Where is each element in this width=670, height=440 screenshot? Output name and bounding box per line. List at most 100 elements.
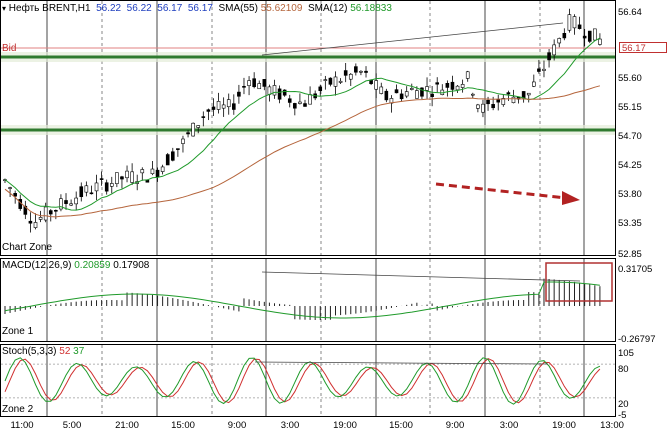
ohlc-open: 56.22 [96, 3, 122, 14]
stoch-tick: 20 [618, 399, 629, 410]
candle-body [211, 106, 216, 110]
candle-body [318, 86, 323, 92]
arrow-shaft [435, 182, 567, 200]
price-tick: 53.80 [618, 189, 642, 200]
candle-body [181, 138, 185, 144]
stoch-tick: 80 [618, 364, 629, 375]
candle-body [64, 200, 68, 204]
stoch-header: Stoch(5,3,3) 52 37 [2, 346, 84, 357]
candle-body [293, 103, 297, 109]
candle-body [115, 172, 119, 184]
candle-body [155, 169, 160, 178]
candle-body [598, 38, 602, 45]
candle-body [69, 203, 73, 206]
main-panel-frame [0, 0, 616, 256]
time-tick: 9:00 [445, 420, 465, 431]
candle-body [33, 222, 38, 228]
candle-body [226, 99, 231, 108]
candle-body [450, 81, 455, 90]
candle-body [501, 98, 506, 105]
candle-body [84, 185, 89, 193]
candle-body [43, 206, 48, 221]
candle-body [374, 80, 378, 90]
symbol-name: Нефть BRENT,H1 [8, 3, 91, 14]
candle-body [282, 89, 287, 96]
candle-body [54, 209, 58, 212]
candle-body [287, 98, 292, 103]
dropdown-icon[interactable]: ▾ [2, 4, 7, 13]
candle-body [567, 14, 572, 31]
candle-body [364, 70, 368, 73]
candle-body [384, 90, 389, 101]
price-tick: 55.15 [618, 102, 642, 113]
candle-body [354, 66, 358, 73]
time-tick: 3:00 [499, 420, 519, 431]
stoch-tick: 105 [618, 348, 634, 359]
candle-body [506, 92, 511, 95]
candle-body [572, 16, 577, 29]
candle-body [109, 183, 114, 187]
stoch-k-value: 52 [59, 346, 71, 357]
candle-body [409, 88, 414, 90]
candle-body [557, 38, 562, 44]
candle-body [79, 186, 84, 198]
time-tick: 19:00 [333, 420, 357, 431]
candle-body [303, 103, 307, 107]
candle-body [298, 101, 302, 104]
candle-body [486, 99, 490, 105]
candle-body [89, 192, 94, 195]
time-tick: 3:00 [280, 420, 300, 431]
candle-body [323, 79, 328, 81]
candle-body [28, 220, 33, 224]
candle-body [359, 70, 363, 73]
candle-body [277, 88, 282, 100]
candle-body [38, 217, 43, 220]
candle-body [552, 44, 556, 56]
candle-body [170, 151, 175, 161]
chart-zone-label: Chart Zone [2, 242, 53, 253]
macd-panel-frame [0, 258, 616, 342]
macd-signal-value: 0.17908 [113, 260, 150, 271]
stoch-panel-frame [0, 344, 616, 417]
time-tick: 15:00 [171, 420, 195, 431]
price-tick: 54.25 [618, 160, 642, 171]
candle-body [460, 84, 465, 88]
time-tick: 19:00 [552, 420, 576, 431]
candle-body [267, 86, 272, 95]
candle-body [186, 132, 190, 135]
trendline-macd [261, 271, 581, 282]
time-tick: 9:00 [227, 420, 247, 431]
candle-body [496, 98, 501, 103]
stoch-title: Stoch(5,3,3) [2, 346, 57, 357]
candle-body [435, 82, 440, 85]
stoch-d-line [4, 358, 601, 404]
macd-tick: -0.26797 [618, 334, 656, 345]
candle-body [237, 91, 241, 97]
candle-body [455, 85, 460, 91]
ohlc-high: 56.22 [126, 3, 152, 14]
candle-body [74, 197, 78, 205]
trendline-price [261, 22, 564, 56]
stoch-d-value: 37 [73, 346, 85, 357]
price-tick: 53.35 [618, 218, 642, 229]
candle-body [465, 71, 470, 79]
candle-body [379, 86, 384, 94]
candle-body [348, 73, 353, 80]
time-tick: 21:00 [115, 420, 139, 431]
candle-body [521, 91, 526, 99]
candle-body [176, 148, 180, 150]
time-tick: 15:00 [389, 420, 413, 431]
candle-body [526, 92, 531, 96]
candle-body [247, 80, 251, 86]
candle-body [216, 101, 221, 110]
candle-body [394, 89, 399, 94]
sma12-value: 56.18833 [350, 3, 392, 14]
ohlc-close: 56.17 [187, 3, 213, 14]
candle-body [476, 104, 480, 109]
macd-title: MACD(12,26,9) [2, 260, 72, 271]
candle-body [48, 210, 53, 215]
macd-signal-line [4, 281, 600, 319]
macd-highlight-box [545, 262, 613, 302]
candle-body [425, 86, 429, 91]
